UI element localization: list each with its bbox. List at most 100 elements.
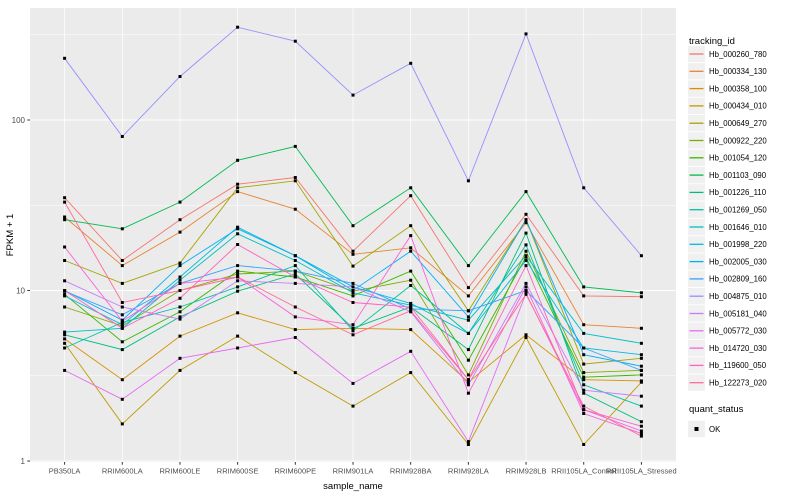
data-point [63, 294, 67, 298]
data-point [293, 275, 297, 279]
data-point [351, 326, 355, 330]
data-point [524, 259, 528, 262]
x-tick-label: RRIM928LB [506, 467, 547, 476]
data-point [582, 375, 586, 379]
data-point [236, 25, 240, 29]
axes: 1 10 100 PB350LA RRIM600LA RRIM600LE RRIM600SE… [12, 116, 677, 476]
data-point [63, 337, 67, 341]
legend-item-label: Hb_002809_160 [709, 275, 767, 284]
data-point [409, 349, 413, 353]
data-point [351, 93, 355, 97]
data-point [63, 333, 67, 337]
data-point [524, 231, 528, 235]
data-point [524, 221, 528, 225]
data-point [178, 75, 182, 78]
legend-item-label: Hb_014720_030 [709, 344, 767, 353]
data-point [120, 305, 124, 309]
data-point [178, 281, 182, 285]
data-point [466, 286, 470, 290]
data-point [293, 207, 297, 211]
data-point [524, 336, 528, 339]
data-point [236, 227, 240, 231]
data-point [639, 394, 643, 398]
legend-item-Hb_014720_030: Hb_014720_030 [688, 339, 767, 357]
data-point [63, 368, 67, 372]
data-point [178, 200, 182, 204]
data-point [466, 391, 470, 395]
legend-item-label: Hb_001226_110 [709, 188, 767, 197]
data-point [582, 404, 586, 408]
data-point [63, 259, 67, 262]
data-point [524, 249, 528, 253]
legend-item-Hb_001054_120: Hb_001054_120 [688, 149, 767, 166]
data-point [524, 281, 528, 285]
data-point [236, 279, 240, 283]
data-point [466, 309, 470, 313]
data-point [582, 412, 586, 415]
data-point [351, 252, 355, 256]
data-point [582, 388, 586, 392]
data-point [293, 176, 297, 179]
data-point [178, 356, 182, 360]
data-point [524, 285, 528, 289]
legend-item-quant-OK: OK [688, 420, 721, 438]
legend-item-label: Hb_122273_020 [709, 379, 767, 388]
data-point [293, 144, 297, 148]
data-point [466, 380, 470, 384]
legend-item-Hb_122273_020: Hb_122273_020 [688, 374, 767, 391]
data-point [524, 289, 528, 292]
data-point [466, 383, 470, 387]
data-point [409, 371, 413, 375]
data-point [524, 264, 528, 268]
legend-item-Hb_000358_100: Hb_000358_100 [688, 80, 767, 97]
data-point [582, 285, 586, 289]
legend-item-label: Hb_005181_040 [709, 309, 767, 318]
data-point [351, 289, 355, 292]
data-point [524, 333, 528, 337]
legend-item-Hb_119600_050: Hb_119600_050 [688, 357, 767, 374]
data-point [466, 443, 470, 446]
data-point [63, 330, 67, 334]
y-tick-label: 10 [16, 286, 25, 295]
data-point [639, 420, 643, 424]
data-point [351, 404, 355, 408]
legend-item-Hb_001103_090: Hb_001103_090 [688, 166, 767, 184]
legend-item-label: Hb_001103_090 [709, 171, 767, 180]
data-point [236, 158, 240, 162]
data-point [293, 328, 297, 332]
data-point [293, 315, 297, 319]
y-axis-title: FPKM + 1 [5, 214, 16, 257]
data-point [639, 326, 643, 330]
plot-panel [30, 8, 676, 462]
data-point [236, 334, 240, 338]
legend-item-Hb_005772_030: Hb_005772_030 [688, 322, 767, 339]
data-point [582, 371, 586, 375]
legend-item-label: Hb_119600_050 [709, 361, 767, 370]
data-point [293, 336, 297, 339]
legend-item-Hb_000334_130: Hb_000334_130 [688, 63, 767, 80]
legend-title-quant-status: quant_status [689, 404, 744, 415]
legend-tracking-id-items: Hb_000260_780 Hb_000334_130 Hb_000358_100 H… [688, 45, 767, 391]
data-point [236, 346, 240, 350]
data-point [466, 315, 470, 319]
data-point [639, 291, 643, 295]
legend-item-Hb_000922_220: Hb_000922_220 [688, 132, 767, 149]
data-point [236, 243, 240, 246]
data-point [178, 278, 182, 282]
data-point [63, 279, 67, 283]
data-point [639, 404, 643, 408]
data-point [120, 135, 124, 138]
data-point [178, 305, 182, 309]
x-tick-label: RRII105LA_Stressed [606, 467, 676, 476]
data-point [351, 301, 355, 304]
data-point [120, 378, 124, 382]
legend-item-Hb_000649_270: Hb_000649_270 [688, 115, 767, 132]
data-point [351, 323, 355, 327]
data-point [524, 190, 528, 194]
legend-item-label: Hb_001998_220 [709, 240, 767, 249]
x-tick-label: RRIM928BA [390, 467, 432, 476]
legend-item-Hb_001269_050: Hb_001269_050 [688, 201, 767, 218]
data-point [409, 224, 413, 228]
legend-item-label: Hb_000358_100 [709, 84, 767, 93]
data-point [120, 301, 124, 304]
